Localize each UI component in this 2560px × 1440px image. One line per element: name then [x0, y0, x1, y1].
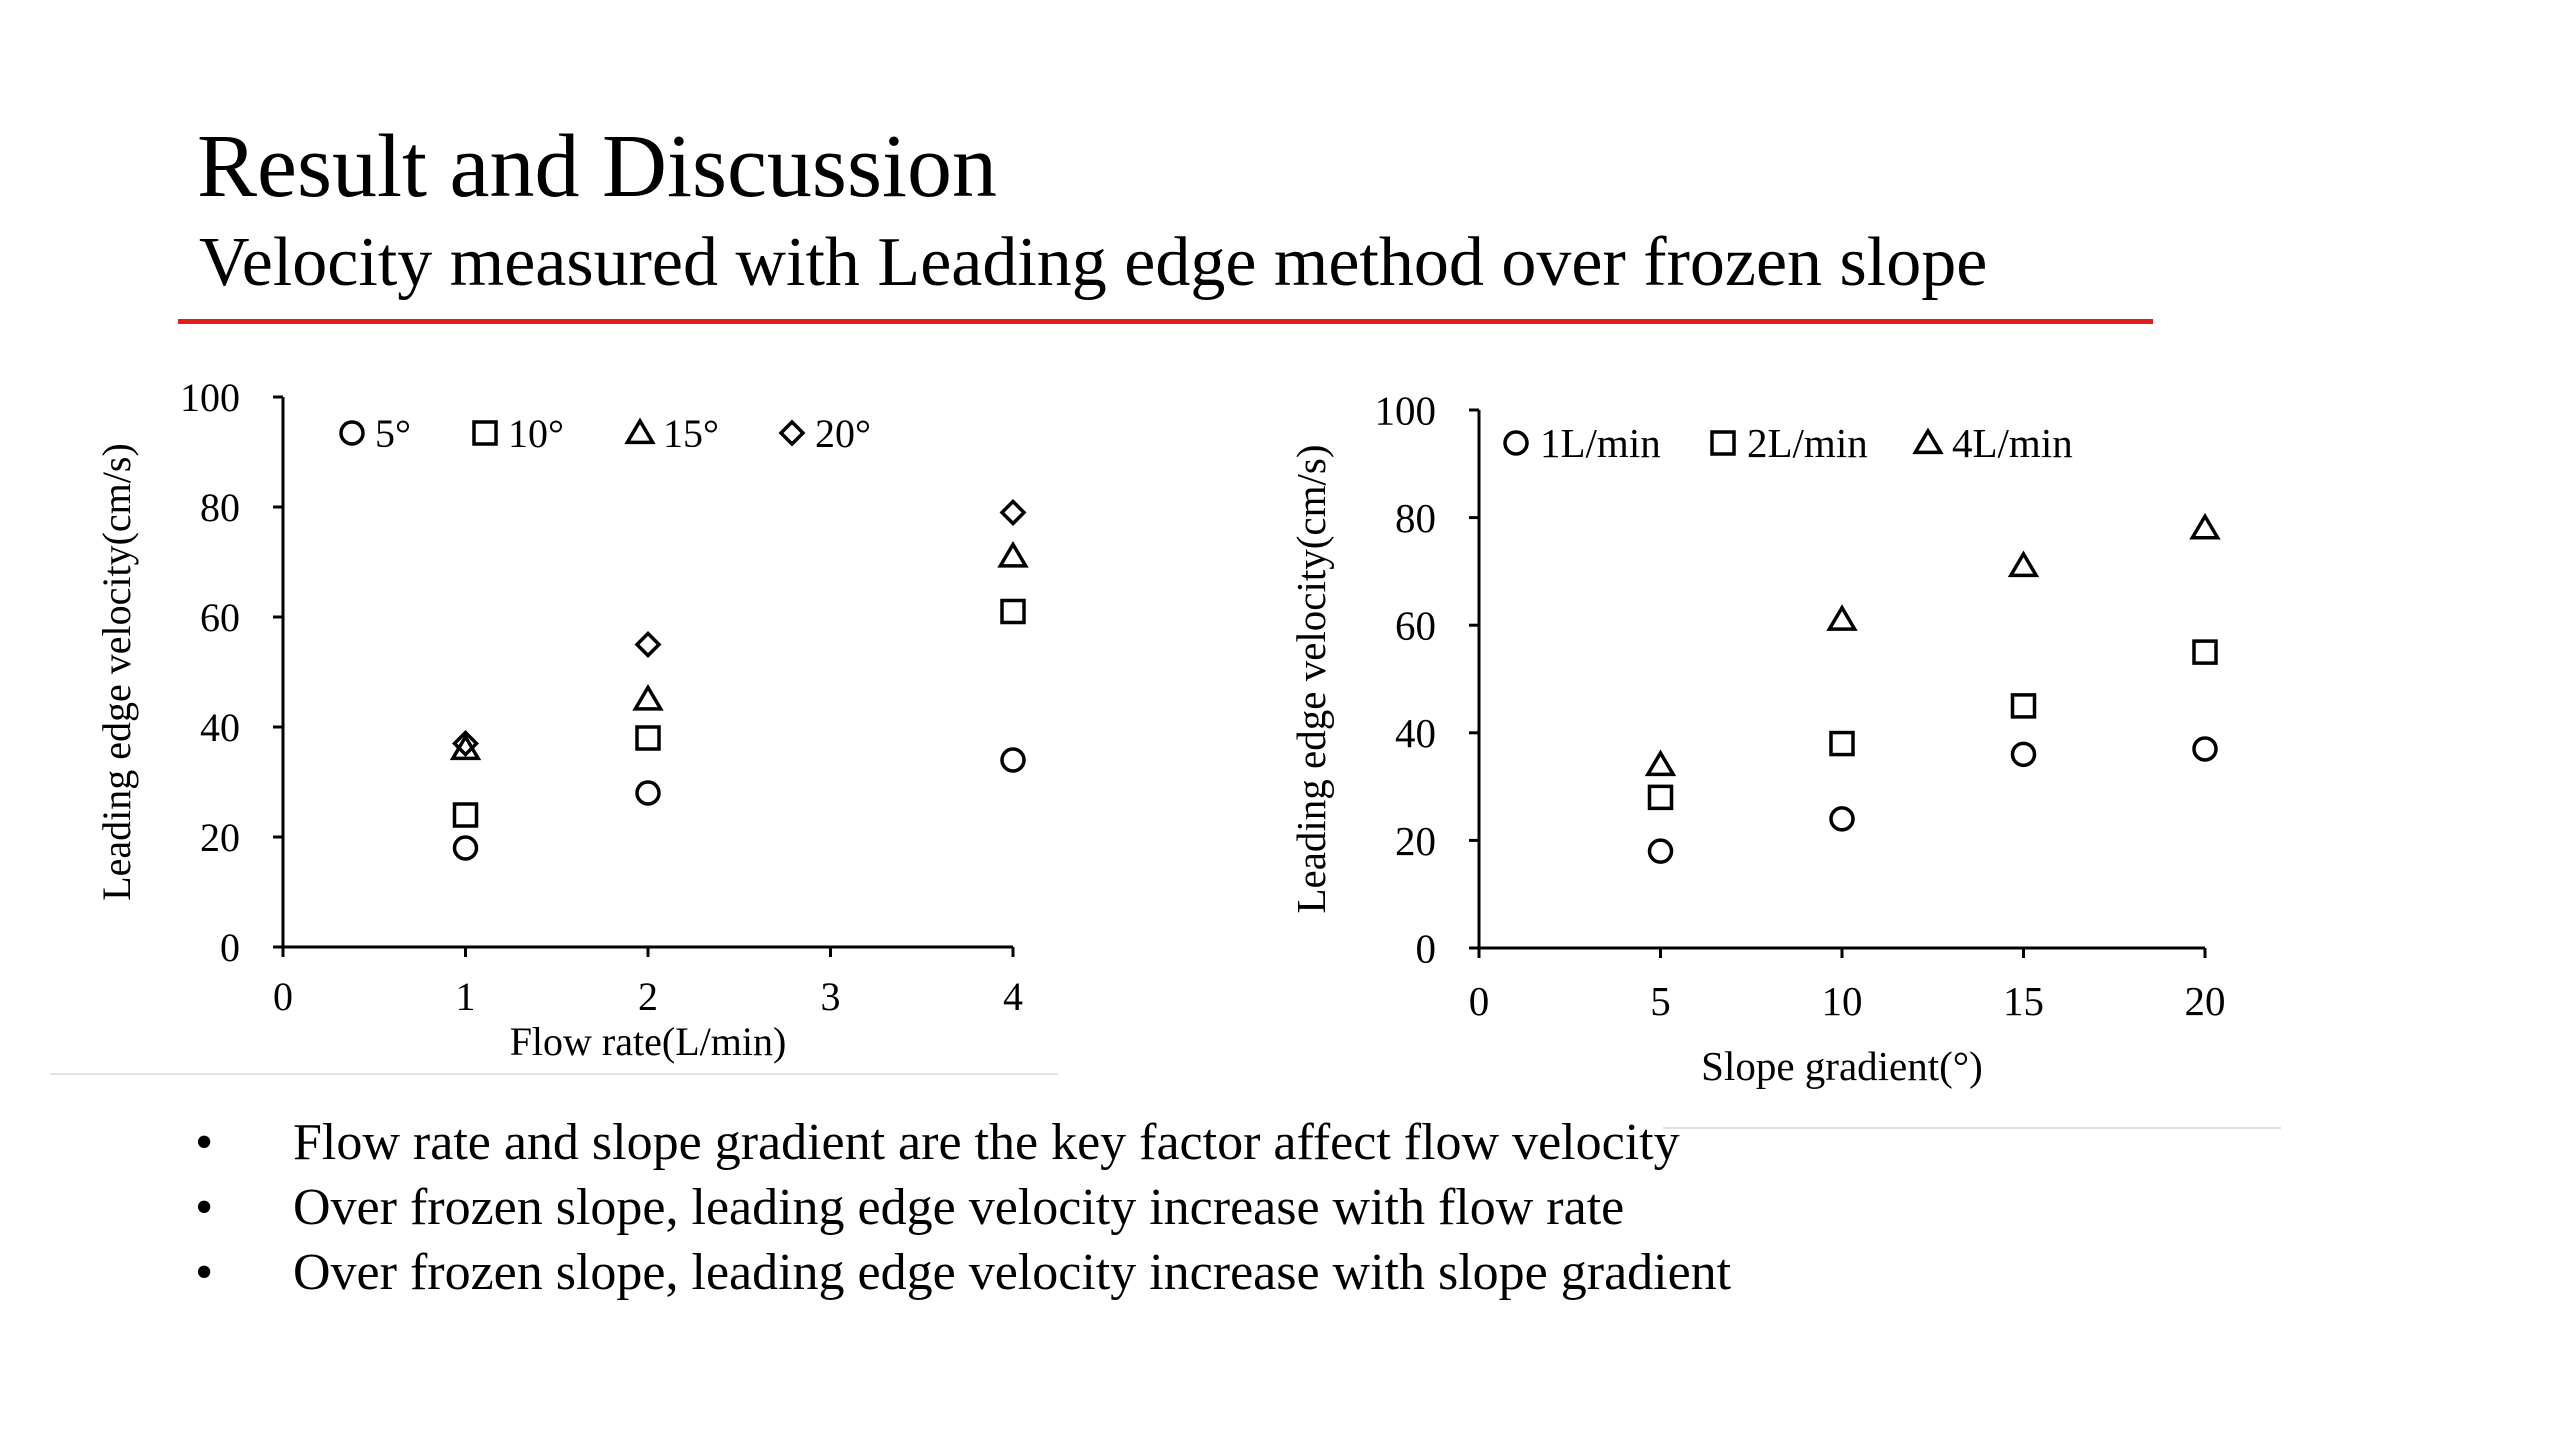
data-point	[452, 730, 479, 757]
data-point	[634, 631, 662, 658]
data-point	[452, 835, 479, 861]
bullet-marker: •	[195, 1244, 214, 1301]
x-tick-label: 4	[1003, 974, 1023, 1019]
x-tick-label: 20	[2185, 978, 2226, 1024]
x-tick-label: 5	[1650, 978, 1671, 1024]
flow-rate-scatter-chart: 0 20 40 60 80 100 0 1 2 3 4 Flow rate(L/min) Leading…	[94, 375, 1029, 1064]
data-point	[2010, 741, 2037, 768]
y-tick-label: 40	[1395, 710, 1436, 756]
data-point	[632, 683, 664, 711]
x-tick-label: 0	[1469, 978, 1490, 1024]
x-axis-label: Flow rate(L/min)	[510, 1019, 787, 1064]
data-point	[635, 725, 661, 751]
legend-label: 5°	[375, 411, 411, 456]
data-point	[1644, 749, 1677, 777]
legend-label: 20°	[815, 411, 871, 456]
legend-label: 10°	[508, 411, 564, 456]
y-tick-label: 40	[200, 705, 240, 750]
data-point	[1829, 730, 1855, 757]
slide-title: Result and Discussion	[197, 117, 997, 216]
data-point	[2192, 736, 2218, 762]
data-point	[1000, 747, 1026, 773]
bullet-item: • Over frozen slope, leading edge velocit…	[195, 1240, 1731, 1305]
y-tick-label: 100	[180, 375, 240, 420]
legend-marker	[472, 420, 498, 446]
y-tick-label: 0	[1416, 925, 1437, 971]
legend-marker	[778, 419, 806, 447]
legend-marker	[624, 417, 656, 445]
data-point	[997, 540, 1029, 568]
divider-line-left	[50, 1073, 1058, 1075]
data-point	[452, 802, 479, 828]
bullet-item: • Over frozen slope, leading edge velocit…	[195, 1175, 1731, 1240]
data-point	[2010, 693, 2037, 719]
data-point	[2189, 512, 2221, 540]
legend-marker	[1503, 430, 1529, 456]
y-tick-label: 60	[200, 595, 240, 640]
y-tick-label: 60	[1395, 603, 1436, 649]
legend-label: 2L/min	[1747, 420, 1868, 466]
x-tick-label: 0	[273, 974, 293, 1019]
legend-marker	[339, 420, 365, 446]
data-point	[1647, 784, 1674, 811]
findings-list: • Flow rate and slope gradient are the ke…	[195, 1110, 1731, 1305]
bullet-marker: •	[195, 1179, 214, 1236]
bullet-text: Over frozen slope, leading edge velocity…	[293, 1179, 1625, 1236]
data-point	[2192, 639, 2218, 665]
legend-marker	[1710, 430, 1736, 456]
y-axis-label: Leading edge velocity(cm/s)	[94, 443, 139, 901]
x-tick-label: 1	[456, 974, 476, 1019]
title-underline	[178, 319, 2153, 324]
slope-gradient-scatter-chart: 0 20 40 60 80 100 0 5 10 15 20 Slope gradient(°) Lea…	[1288, 387, 2226, 1089]
y-tick-label: 20	[1395, 818, 1436, 864]
y-axis-label: Leading edge velocity(cm/s)	[1288, 444, 1334, 913]
bullet-marker: •	[195, 1114, 214, 1171]
data-point	[635, 780, 661, 806]
data-point	[999, 499, 1027, 526]
data-point	[1647, 838, 1674, 864]
divider-line-right	[1663, 1127, 2281, 1129]
x-tick-label: 3	[821, 974, 841, 1019]
bullet-item: • Flow rate and slope gradient are the ke…	[195, 1110, 1731, 1175]
data-point	[1826, 604, 1858, 631]
y-tick-label: 100	[1375, 387, 1437, 433]
y-tick-label: 80	[200, 485, 240, 530]
slide-subtitle: Velocity measured with Leading edge meth…	[199, 224, 1988, 301]
y-tick-label: 80	[1395, 495, 1436, 541]
bullet-text: Flow rate and slope gradient are the key…	[293, 1114, 1680, 1171]
legend-label: 4L/min	[1952, 420, 2073, 466]
data-point	[2007, 550, 2040, 578]
legend-label: 1L/min	[1540, 420, 1661, 466]
y-tick-label: 0	[220, 925, 240, 970]
legend-marker	[1912, 427, 1944, 455]
x-tick-label: 10	[1822, 978, 1863, 1024]
bullet-text: Over frozen slope, leading edge velocity…	[293, 1244, 1732, 1301]
data-point	[1829, 806, 1855, 832]
x-tick-label: 2	[638, 974, 658, 1019]
x-axis-label: Slope gradient(°)	[1701, 1043, 1983, 1089]
x-tick-label: 15	[2003, 978, 2044, 1024]
data-point	[1000, 598, 1026, 625]
legend-label: 15°	[663, 411, 719, 456]
y-tick-label: 20	[200, 815, 240, 860]
